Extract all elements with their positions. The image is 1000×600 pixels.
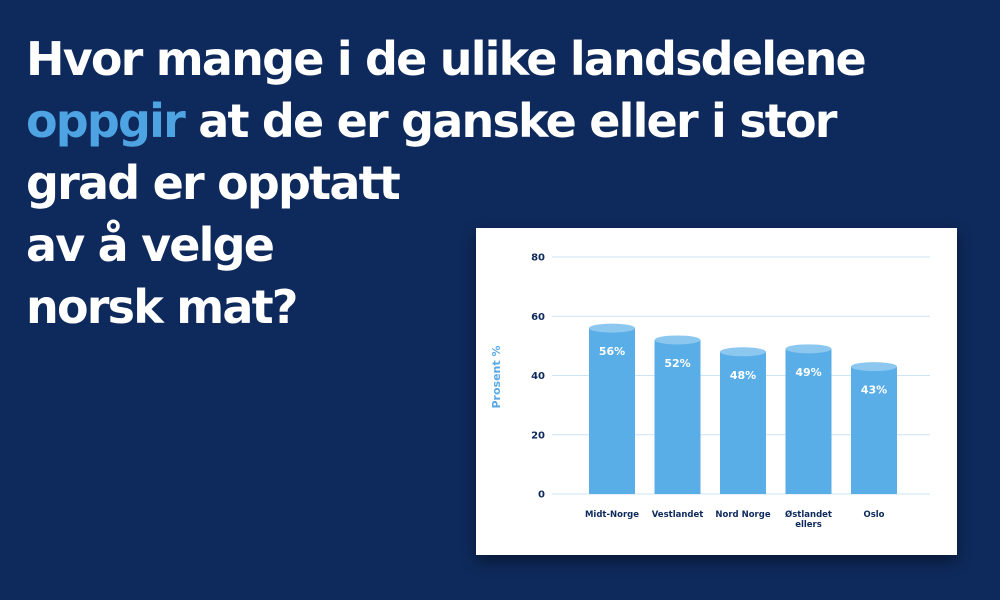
bars: 56% 52% 48% 49% 43% [589,323,897,494]
bar-top-cap [851,362,897,372]
headline-line-2: oppgir at de er ganske eller i stor [26,90,986,152]
bar-value-label: 49% [795,366,821,379]
category-label: Vestlandet [652,510,704,520]
headline-line-1: Hvor mange i de ulike landsdelene [26,32,867,86]
headline-line-5: norsk mat? [26,280,298,334]
y-tick-label: 80 [531,253,545,264]
y-tick-label: 20 [531,430,545,441]
bar-value-label: 56% [599,345,625,358]
bar-chart: 0 20 40 60 80 56% 52% 48% 49% 43% Midt-Norge Vest… [490,253,930,530]
bar [589,328,635,494]
category-labels: Midt-Norge Vestlandet Nord Norge Østlandete… [585,509,885,530]
y-tick-label: 40 [531,371,545,382]
category-label: Midt-Norge [585,510,639,520]
bar [654,339,701,494]
bar-value-label: 48% [730,369,756,382]
bar [851,366,897,494]
bar-value-label: 52% [664,357,690,370]
y-axis-title: Prosent % [490,346,503,409]
headline-line-4: av å velge [26,218,275,272]
headline-line-3: grad er opptatt [26,156,401,210]
y-tick-label: 60 [531,312,545,323]
y-tick-label: 0 [538,490,545,501]
bar-top-cap [654,335,701,345]
category-label: Østlandet [785,509,832,520]
category-label: ellers [795,520,822,530]
bar-top-cap [589,323,635,333]
bar-top-cap [785,344,832,354]
bar [785,348,832,494]
bar-value-label: 43% [861,384,887,397]
y-axis: 0 20 40 60 80 [531,253,545,501]
bar [720,351,766,494]
headline-line-2-rest: at de er ganske eller i stor [184,94,837,148]
headline-accent-word: oppgir [26,94,186,148]
category-label: Nord Norge [715,510,770,520]
bar-top-cap [720,347,766,357]
chart-card: 0 20 40 60 80 56% 52% 48% 49% 43% Midt-Norge Vest… [476,228,957,555]
headline: Hvor mange i de ulike landsdelene oppgir… [26,28,986,338]
category-label: Oslo [863,510,884,520]
